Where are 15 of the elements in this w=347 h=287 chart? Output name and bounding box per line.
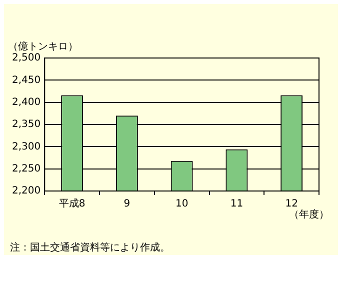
y-tick-label: 2,250 [12,163,41,174]
y-axis-title: （億トンキロ） [8,40,78,53]
x-tick-label: 平成8 [58,198,86,210]
x-axis-title: （年度） [289,208,329,221]
y-tick-label: 2,450 [12,74,41,86]
text: 注：国土交通省資料等により作成。 [10,242,170,254]
x-tick-label: 9 [124,198,130,210]
y-tick-label: 2,400 [12,96,41,108]
y-tick-label: 2,300 [12,141,41,152]
y-tick-label: 2,350 [12,119,41,130]
y-tick-label: 2,200 [12,186,41,197]
y-tick-label: 2,500 [12,52,41,64]
x-tick-label: 10 [175,198,188,210]
x-tick-label: 11 [230,198,244,210]
x-tick-label: 12 [285,198,298,210]
